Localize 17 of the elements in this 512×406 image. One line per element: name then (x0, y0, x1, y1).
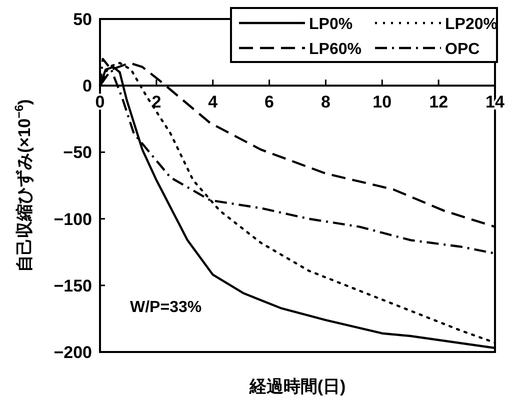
y-tick-label: −200 (54, 343, 92, 362)
x-tick-label: 10 (372, 92, 392, 112)
x-tick-label: 8 (320, 92, 330, 112)
legend-label: LP60% (309, 41, 362, 58)
legend-label: OPC (445, 41, 480, 58)
y-tick-label: −100 (54, 210, 92, 229)
x-tick-label: 6 (264, 92, 274, 112)
legend-label: LP0% (309, 16, 353, 33)
y-tick-label: 50 (73, 10, 92, 29)
x-axis-title: 経過時間(日) (248, 377, 346, 396)
y-tick-label: 0 (82, 76, 92, 96)
legend-label: LP20% (445, 16, 498, 33)
x-tick-label: 4 (208, 92, 218, 112)
annotation: W/P=33% (130, 299, 202, 316)
y-tick-label: −50 (63, 143, 92, 162)
x-tick-label: 12 (429, 92, 448, 112)
y-tick-label: −150 (54, 276, 92, 296)
